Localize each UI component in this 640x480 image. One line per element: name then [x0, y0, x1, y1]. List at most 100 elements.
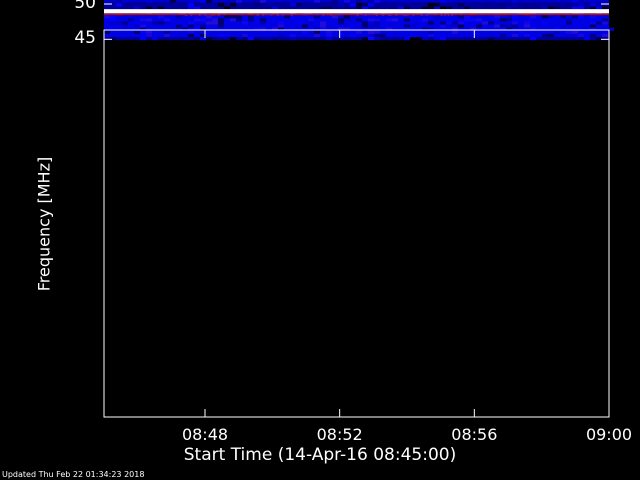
band-texture	[188, 6, 194, 11]
band-texture	[242, 21, 248, 25]
band-texture	[338, 13, 344, 16]
band-texture	[272, 27, 278, 31]
band-texture	[500, 27, 506, 31]
band-texture	[578, 15, 584, 19]
band-texture	[170, 13, 176, 16]
band-texture	[260, 18, 266, 22]
band-texture	[530, 27, 536, 31]
band-texture	[374, 33, 380, 37]
band-texture	[128, 15, 134, 19]
band-texture	[284, 13, 290, 16]
band-texture	[278, 13, 284, 16]
band-texture	[386, 30, 392, 34]
band-texture	[470, 18, 476, 22]
band-texture	[146, 18, 152, 22]
band-texture	[578, 0, 584, 3]
band-texture	[422, 6, 428, 11]
band-texture	[512, 13, 518, 16]
band-texture	[350, 33, 356, 37]
band-texture	[290, 33, 296, 37]
band-texture	[476, 6, 482, 11]
band-texture	[494, 24, 500, 28]
band-texture	[368, 18, 374, 22]
band-texture	[314, 30, 320, 34]
band-texture	[482, 21, 488, 25]
band-texture	[488, 13, 494, 16]
band-texture	[278, 21, 284, 25]
band-texture	[506, 6, 512, 11]
band-texture	[440, 21, 446, 25]
band-texture	[362, 24, 368, 28]
band-texture	[470, 13, 476, 16]
band-texture	[476, 18, 482, 22]
band-texture	[338, 27, 344, 31]
band-texture	[230, 2, 236, 7]
band-texture	[548, 13, 554, 16]
band-texture	[500, 18, 506, 22]
band-texture	[446, 0, 452, 3]
band-texture	[464, 18, 470, 22]
band-texture	[350, 27, 356, 31]
band-texture	[212, 18, 218, 22]
band-texture	[578, 33, 584, 37]
band-texture	[368, 2, 374, 7]
band-texture	[404, 27, 410, 31]
band-texture	[476, 30, 482, 34]
x-tick-label: 09:00	[585, 425, 633, 444]
x-tick-label: 08:48	[181, 425, 229, 444]
band-texture	[446, 21, 452, 25]
band-texture	[452, 27, 458, 31]
band-texture	[440, 0, 446, 3]
band-texture	[548, 6, 554, 11]
band-texture	[602, 33, 608, 37]
band-texture	[122, 24, 128, 28]
band-texture	[518, 30, 524, 34]
band-texture	[374, 30, 380, 34]
band-texture	[176, 27, 182, 31]
band-texture	[464, 6, 470, 11]
band-texture	[158, 6, 164, 11]
band-texture	[512, 0, 518, 3]
band-texture	[338, 2, 344, 7]
band-texture	[404, 2, 410, 7]
band-texture	[212, 21, 218, 25]
band-texture	[578, 6, 584, 11]
band-texture	[404, 18, 410, 22]
band-texture	[314, 33, 320, 37]
band-texture	[326, 30, 332, 34]
band-texture	[212, 13, 218, 16]
band-texture	[386, 27, 392, 31]
band-texture	[146, 0, 152, 3]
band-texture	[104, 15, 110, 19]
band-texture	[308, 30, 314, 34]
band-texture	[524, 24, 530, 28]
band-texture	[116, 2, 122, 7]
band-texture	[332, 15, 338, 19]
band-texture	[314, 27, 320, 31]
band-texture	[602, 30, 608, 34]
band-texture	[182, 27, 188, 31]
band-texture	[512, 24, 518, 28]
band-texture	[248, 18, 254, 22]
band-texture	[554, 18, 560, 22]
band-texture	[188, 2, 194, 7]
band-texture	[602, 18, 608, 22]
band-texture	[302, 24, 308, 28]
band-texture	[110, 21, 116, 25]
band-texture	[140, 27, 146, 31]
band-texture	[278, 27, 284, 31]
band-texture	[428, 2, 434, 7]
band-texture	[248, 36, 254, 41]
band-texture	[572, 15, 578, 19]
band-texture	[236, 15, 242, 19]
band-texture	[266, 36, 272, 41]
band-texture	[314, 15, 320, 19]
band-texture	[200, 36, 206, 41]
band-texture	[212, 6, 218, 11]
band-texture	[494, 13, 500, 16]
band-texture	[566, 21, 572, 25]
band-texture	[452, 21, 458, 25]
band-texture	[356, 6, 362, 11]
band-texture	[368, 0, 374, 3]
band-0	[104, 36, 609, 41]
